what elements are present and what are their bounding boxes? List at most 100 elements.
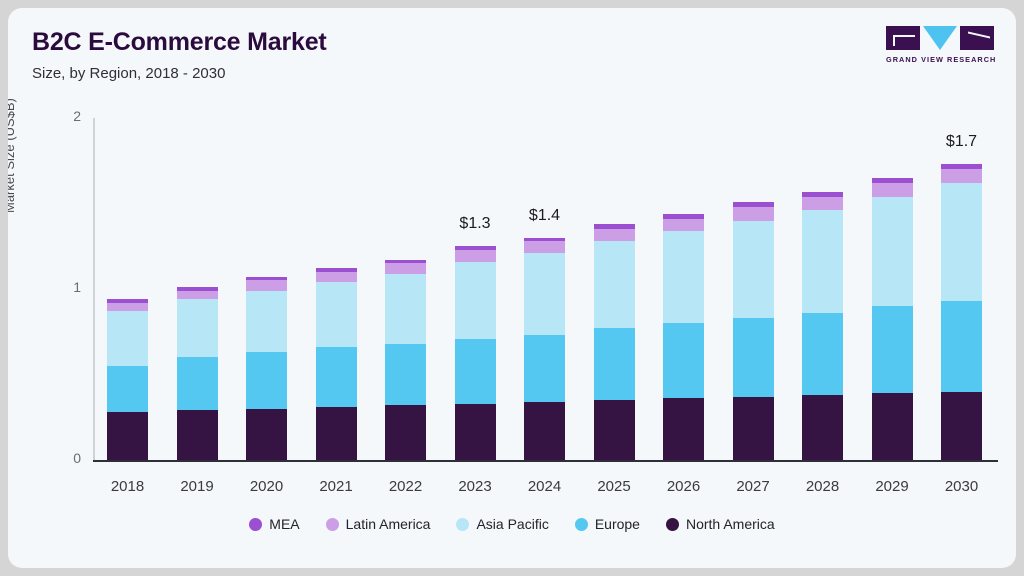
segment-mea[interactable] — [315, 268, 357, 272]
bar-label-2024: $1.4 — [528, 206, 561, 224]
segment-latin-america[interactable] — [524, 241, 565, 254]
segment-europe[interactable] — [454, 338, 496, 404]
segment-asia-pacific[interactable] — [246, 290, 287, 353]
bar-2025[interactable] — [593, 118, 635, 460]
segment-asia-pacific[interactable] — [524, 253, 565, 336]
segment-mea[interactable] — [524, 237, 565, 242]
segment-latin-america[interactable] — [107, 302, 148, 312]
bar-2019[interactable] — [176, 118, 218, 460]
bar-2024[interactable] — [524, 118, 565, 460]
x-tick-2026: 2026 — [666, 478, 701, 495]
x-axis-line — [93, 460, 998, 462]
segment-mea[interactable] — [871, 177, 913, 183]
segment-north-america[interactable] — [732, 396, 774, 460]
segment-north-america[interactable] — [107, 412, 148, 460]
segment-north-america[interactable] — [871, 393, 913, 460]
segment-asia-pacific[interactable] — [593, 241, 635, 329]
segment-north-america[interactable] — [593, 400, 635, 460]
segment-north-america[interactable] — [246, 408, 287, 460]
y-tick-0: 0 — [73, 450, 81, 466]
segment-north-america[interactable] — [176, 410, 218, 460]
bar-2023[interactable] — [454, 118, 496, 460]
segment-asia-pacific[interactable] — [802, 210, 843, 313]
segment-mea[interactable] — [941, 164, 982, 170]
segment-north-america[interactable] — [385, 405, 426, 460]
segment-latin-america[interactable] — [663, 218, 704, 231]
legend-label: MEA — [269, 516, 300, 532]
segment-mea[interactable] — [454, 246, 496, 250]
segment-europe[interactable] — [107, 365, 148, 413]
chart-card: B2C E-Commerce Market Size, by Region, 2… — [8, 8, 1016, 568]
segment-north-america[interactable] — [663, 398, 704, 460]
legend-item-asia-pacific[interactable]: Asia Pacific — [456, 516, 549, 532]
segment-europe[interactable] — [176, 357, 218, 411]
segment-latin-america[interactable] — [176, 290, 218, 300]
legend-item-mea[interactable]: MEA — [249, 516, 300, 532]
bar-2029[interactable] — [871, 118, 913, 460]
legend-item-latin-america[interactable]: Latin America — [325, 516, 430, 532]
segment-asia-pacific[interactable] — [941, 182, 982, 301]
y-axis-line — [93, 118, 95, 461]
segment-latin-america[interactable] — [732, 206, 774, 221]
segment-latin-america[interactable] — [246, 280, 287, 291]
segment-europe[interactable] — [732, 318, 774, 397]
segment-latin-america[interactable] — [385, 263, 426, 274]
segment-europe[interactable] — [802, 312, 843, 396]
segment-north-america[interactable] — [802, 395, 843, 460]
segment-north-america[interactable] — [454, 403, 496, 460]
segment-mea[interactable] — [732, 201, 774, 207]
segment-mea[interactable] — [802, 191, 843, 197]
x-tick-2022: 2022 — [388, 478, 423, 495]
segment-mea[interactable] — [246, 277, 287, 281]
bar-2030[interactable] — [941, 118, 982, 460]
chart-subtitle: Size, by Region, 2018 - 2030 — [32, 65, 226, 82]
segment-mea[interactable] — [385, 259, 426, 264]
legend-swatch-icon — [665, 517, 679, 531]
segment-asia-pacific[interactable] — [385, 273, 426, 344]
segment-asia-pacific[interactable] — [454, 261, 496, 339]
x-tick-2029: 2029 — [875, 478, 909, 495]
segment-europe[interactable] — [593, 328, 635, 401]
segment-asia-pacific[interactable] — [663, 230, 704, 324]
legend-item-europe[interactable]: Europe — [574, 516, 640, 532]
bar-2020[interactable] — [246, 118, 287, 460]
segment-north-america[interactable] — [524, 401, 565, 460]
segment-europe[interactable] — [315, 347, 357, 407]
segment-latin-america[interactable] — [593, 229, 635, 242]
segment-europe[interactable] — [871, 306, 913, 394]
segment-latin-america[interactable] — [315, 271, 357, 283]
segment-europe[interactable] — [941, 300, 982, 392]
segment-mea[interactable] — [593, 224, 635, 230]
segment-mea[interactable] — [176, 287, 218, 291]
x-tick-2018: 2018 — [110, 478, 145, 495]
grand-view-research-logo: GRAND VIEW RESEARCH — [886, 26, 997, 66]
segment-north-america[interactable] — [315, 406, 357, 460]
segment-mea[interactable] — [107, 299, 148, 303]
segment-asia-pacific[interactable] — [315, 282, 357, 348]
segment-europe[interactable] — [246, 352, 287, 409]
segment-mea[interactable] — [663, 213, 704, 219]
segment-asia-pacific[interactable] — [732, 220, 774, 319]
segment-latin-america[interactable] — [871, 182, 913, 197]
bar-2018[interactable] — [107, 118, 148, 460]
segment-latin-america[interactable] — [454, 249, 496, 262]
x-tick-2023: 2023 — [458, 478, 492, 495]
segment-asia-pacific[interactable] — [176, 299, 218, 358]
segment-asia-pacific[interactable] — [871, 196, 913, 307]
segment-latin-america[interactable] — [941, 169, 982, 183]
segment-asia-pacific[interactable] — [107, 311, 148, 366]
segment-north-america[interactable] — [941, 391, 982, 460]
legend-item-north-america[interactable]: North America — [665, 516, 775, 532]
segment-europe[interactable] — [385, 343, 426, 406]
segment-europe[interactable] — [663, 323, 704, 399]
bar-2028[interactable] — [802, 118, 843, 460]
bar-label-2030: $1.7 — [945, 133, 978, 151]
legend-label: North America — [685, 516, 775, 532]
bar-2026[interactable] — [663, 118, 704, 460]
bar-2021[interactable] — [315, 118, 357, 460]
bar-2022[interactable] — [385, 118, 426, 460]
segment-latin-america[interactable] — [802, 196, 843, 211]
logo-text: GRAND VIEW RESEARCH — [886, 55, 997, 64]
bar-2027[interactable] — [732, 118, 774, 460]
segment-europe[interactable] — [524, 335, 565, 402]
